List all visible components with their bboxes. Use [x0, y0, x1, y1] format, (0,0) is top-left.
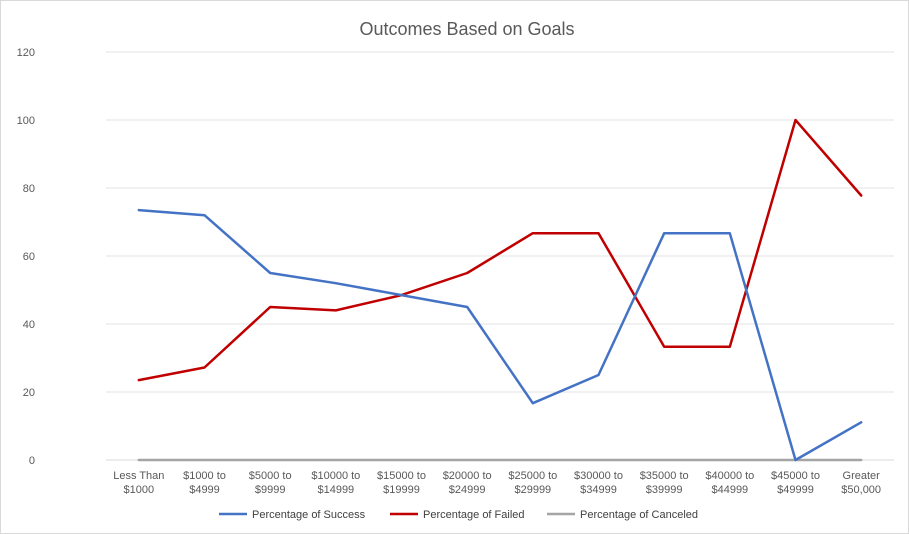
- x-tick-label: $1000 to $4999: [183, 470, 226, 496]
- x-tick-label: Less Than $1000: [113, 470, 164, 496]
- x-tick-label: $15000 to $19999: [377, 470, 426, 496]
- series-line: [137, 208, 863, 462]
- y-tick-label: 40: [23, 319, 35, 331]
- x-axis-ticks: Less Than $1000 $1000 to $4999 $5000 to $9999…: [113, 470, 881, 496]
- x-tick-label: $30000 to $34999: [574, 470, 623, 496]
- series-lines: [137, 118, 863, 462]
- gridlines: [106, 51, 894, 461]
- x-tick-label: $10000 to $14999: [311, 470, 360, 496]
- x-tick-label: $20000 to $24999: [443, 470, 492, 496]
- x-tick-label: $35000 to $39999: [640, 470, 689, 496]
- x-tick-label: Greater $50,000: [841, 470, 881, 496]
- y-tick-label: 80: [23, 183, 35, 195]
- y-tick-label: 120: [17, 47, 35, 59]
- legend: Percentage of Success Percentage of Faile…: [219, 509, 698, 521]
- y-tick-label: 100: [17, 115, 35, 127]
- y-tick-label: 0: [29, 455, 35, 467]
- y-tick-label: 60: [23, 251, 35, 263]
- legend-label: Percentage of Failed: [423, 509, 525, 521]
- series-line: [137, 118, 863, 382]
- x-tick-label: $45000 to $49999: [771, 470, 820, 496]
- chart-title: Outcomes Based on Goals: [359, 19, 574, 39]
- legend-label: Percentage of Success: [252, 509, 366, 521]
- x-tick-label: $25000 to $29999: [508, 470, 557, 496]
- y-axis-ticks: 0 20 40 60 80 100 120: [17, 47, 35, 467]
- y-tick-label: 20: [23, 387, 35, 399]
- x-tick-label: $5000 to $9999: [249, 470, 292, 496]
- x-tick-label: $40000 to $44999: [705, 470, 754, 496]
- legend-label: Percentage of Canceled: [580, 509, 698, 521]
